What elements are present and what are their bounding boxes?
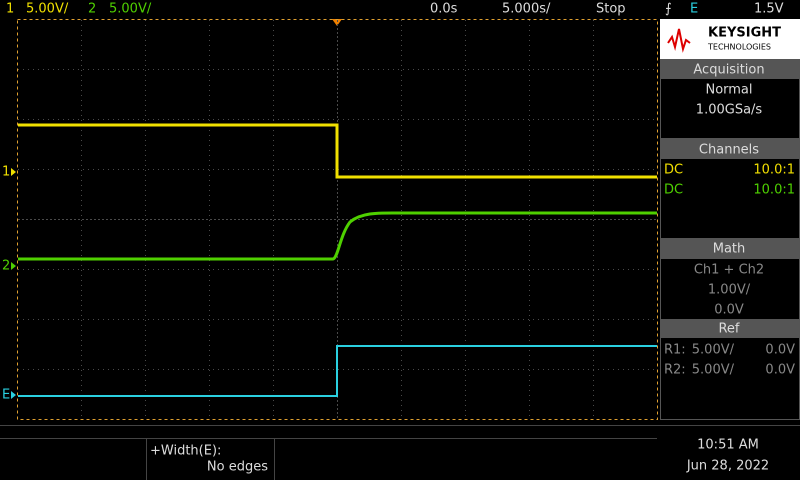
- math-scale: 1.00V/: [708, 283, 751, 298]
- r2-name: R2:: [664, 363, 686, 378]
- clock-date: Jun 28, 2022: [686, 459, 769, 474]
- ch1-marker[interactable]: 1: [2, 165, 10, 180]
- run-state[interactable]: Stop: [596, 2, 626, 17]
- acq-rate: 1.00GSa/s: [696, 103, 763, 118]
- r1-name: R1:: [664, 343, 686, 358]
- acq-header[interactable]: [661, 60, 799, 79]
- ext-marker-arrow: [11, 391, 16, 399]
- r2-scale: 5.00V/: [692, 363, 735, 378]
- math-header[interactable]: [661, 240, 799, 259]
- r1-offset: 0.0V: [765, 343, 795, 358]
- ch2-waveform: [18, 211, 657, 261]
- logo-wave: [667, 28, 691, 53]
- ch1-waveform: [18, 123, 657, 179]
- ref-title: Ref: [718, 322, 739, 337]
- math-function: Ch1 + Ch2: [694, 263, 764, 278]
- ch2-label[interactable]: 2: [88, 2, 96, 17]
- acq-mode: Normal: [705, 83, 752, 98]
- logo-box: [660, 19, 800, 59]
- trigger-level[interactable]: 1.5V: [754, 2, 784, 17]
- trigger-position: [332, 19, 342, 26]
- ch2-coupling: DC: [664, 183, 683, 198]
- math-title: Math: [713, 242, 746, 257]
- r1-scale: 5.00V/: [692, 343, 735, 358]
- clock-time: 10:51 AM: [697, 438, 759, 453]
- math-offset: 0.0V: [714, 303, 744, 318]
- meas-label[interactable]: +Width(E):: [150, 444, 221, 459]
- ch1-marker-arrow: [11, 168, 16, 176]
- ch1-coupling: DC: [664, 163, 683, 178]
- acq-title: Acquisition: [693, 63, 764, 78]
- ch2-marker[interactable]: 2: [2, 259, 10, 274]
- logo-brand: KEYSIGHT: [708, 26, 781, 41]
- graticule-border: [17, 19, 658, 420]
- ch2-marker-arrow: [11, 262, 16, 270]
- channels-title: Channels: [699, 143, 759, 158]
- time-offset[interactable]: 0.0s: [430, 2, 458, 17]
- ref-header[interactable]: [661, 321, 799, 338]
- ch1-probe: 10.0:1: [753, 163, 795, 178]
- channels-header[interactable]: [661, 140, 799, 159]
- trigger-icon: ⨍: [665, 2, 672, 17]
- meas-value: No edges: [207, 460, 268, 475]
- ch2-scale[interactable]: 5.00V/: [109, 2, 152, 17]
- ext-marker[interactable]: E: [2, 388, 10, 403]
- ch1-scale[interactable]: 5.00V/: [26, 2, 69, 17]
- logo-sub: TECHNOLOGIES: [707, 43, 771, 52]
- ext-waveform: [18, 345, 657, 397]
- ch1-label[interactable]: 1: [6, 2, 14, 17]
- time-scale[interactable]: 5.000s/: [502, 2, 551, 17]
- ch2-probe: 10.0:1: [753, 183, 795, 198]
- r2-offset: 0.0V: [765, 363, 795, 378]
- trigger-source[interactable]: E: [690, 2, 698, 17]
